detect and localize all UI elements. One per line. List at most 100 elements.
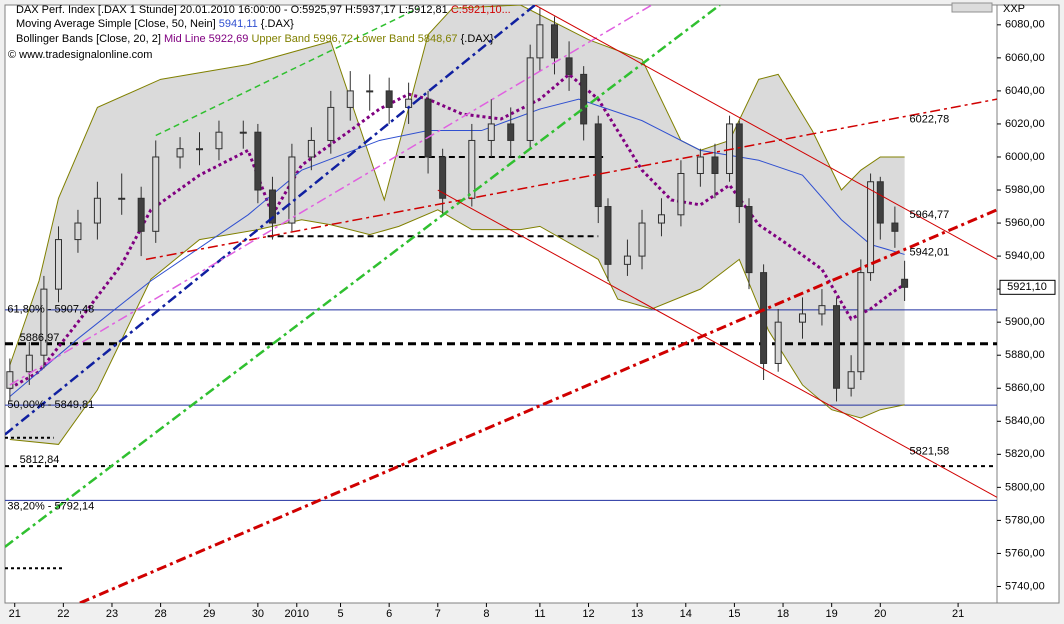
y-tick-label: 5760,00 [1005, 547, 1045, 559]
x-tick-label: 21 [952, 608, 964, 620]
candle-body [638, 222, 646, 257]
indicator-line [9, 5, 905, 366]
candle-body [536, 24, 544, 59]
legend-text: 5941,11 [219, 18, 258, 30]
candle-body [745, 206, 753, 274]
last-price-box [999, 279, 1056, 295]
x-tick-label: 30 [252, 608, 264, 620]
x-tick-label: 28 [154, 608, 166, 620]
y-tick-label: 6060,00 [1005, 52, 1045, 64]
candle-body [901, 278, 909, 288]
candle-body [137, 197, 145, 232]
candle-body [468, 139, 476, 199]
annotation: 5886,97 [20, 332, 60, 344]
candle-body [196, 148, 204, 151]
indicator-line [9, 209, 905, 445]
candle-body [366, 90, 374, 93]
legend-text: Moving Average Simple [Close, 50, Nein] [16, 18, 219, 30]
trend-line [437, 189, 997, 498]
trend-line [155, 7, 419, 137]
candle-body [346, 90, 354, 108]
candle-body [580, 73, 588, 125]
candle-body [40, 288, 48, 356]
candle-body [833, 305, 841, 389]
corner-label: XXP [1003, 3, 1025, 15]
y-tick-label: 5980,00 [1005, 184, 1045, 196]
trend-line [9, 5, 653, 386]
candle-body [760, 272, 768, 364]
candle-body [507, 123, 515, 141]
candle-body [774, 321, 782, 364]
x-tick-label: 6 [386, 608, 392, 620]
x-tick-label: 22 [57, 608, 69, 620]
annotation: 5942,01 [909, 247, 949, 259]
candle-body [268, 189, 276, 224]
annotation: 38,20% - 5792,14 [7, 500, 94, 512]
candle-body [735, 123, 743, 208]
candle-body [677, 172, 685, 216]
y-tick-label: 5740,00 [1005, 580, 1045, 592]
y-tick-label: 6000,00 [1005, 151, 1045, 163]
indicator-line [9, 72, 906, 390]
y-tick-label: 6020,00 [1005, 118, 1045, 130]
legend-text: Bollinger Bands [Close, 20, 2] [16, 33, 164, 45]
trend-line [5, 5, 536, 436]
candle-body [93, 197, 101, 224]
x-tick-label: 8 [483, 608, 489, 620]
title-close: C:5921,10... [451, 4, 511, 16]
band-fill [9, 5, 905, 445]
annotation: 5812,84 [20, 454, 60, 466]
y-tick-label: 5900,00 [1005, 316, 1045, 328]
plot-layer: 61,80% - 5907,48 5886,97 50,00% - 5849,81 5… [5, 5, 997, 603]
candle-body [215, 131, 223, 150]
candle-body [307, 139, 315, 158]
annotation: 6022,78 [909, 113, 949, 125]
candle-body [623, 255, 631, 265]
y-tick-label: 6080,00 [1005, 19, 1045, 31]
x-tick-label: 13 [631, 608, 643, 620]
candle-body [550, 24, 558, 59]
annotation: 61,80% - 5907,48 [7, 304, 94, 316]
candle-body [74, 222, 82, 241]
x-tick-label: 21 [9, 608, 21, 620]
x-tick-label: 23 [106, 608, 118, 620]
trend-line [534, 5, 997, 260]
legend-text: Mid Line 5922,69 [164, 33, 248, 45]
candle-body [152, 156, 160, 232]
chart-title: DAX Perf. Index [.DAX 1 Stunde] 20.01.20… [16, 4, 511, 16]
trend-line [145, 98, 997, 261]
candle-body [891, 222, 899, 232]
indicator-line [9, 98, 905, 397]
y-tick-label: 5840,00 [1005, 415, 1045, 427]
trend-line [79, 208, 997, 603]
annotation: 5964,77 [909, 209, 949, 221]
legend-text: Upper Band 5996,72 Lower Band 5848,67 [248, 33, 457, 45]
x-tick-label: 19 [826, 608, 838, 620]
toolbar-buttons[interactable] [951, 2, 993, 13]
candle-body [594, 123, 602, 208]
candle-body [288, 156, 296, 224]
annotation: 50,00% - 5849,81 [7, 399, 94, 411]
y-tick-label: 5940,00 [1005, 250, 1045, 262]
candle-body [711, 156, 719, 174]
y-axis-area [996, 4, 1060, 604]
legend-entry: Bollinger Bands [Close, 20, 2] Mid Line … [16, 33, 494, 45]
candle-body [239, 131, 247, 134]
x-tick-label: 11 [534, 608, 545, 620]
candle-body [439, 156, 447, 199]
x-tick-label: 5 [337, 608, 343, 620]
y-tick-label: 5800,00 [1005, 481, 1045, 493]
x-tick-label: 14 [680, 608, 692, 620]
candle-body [487, 123, 495, 141]
candle-body [818, 305, 826, 315]
last-price-label: 5921,10 [1007, 281, 1047, 293]
candle-body [798, 313, 806, 323]
candle-body [385, 90, 393, 108]
candle-body [254, 131, 262, 191]
x-tick-label: 7 [435, 608, 441, 620]
copyright: © www.tradesignalonline.com [8, 49, 152, 61]
candle-body [696, 156, 704, 174]
candle-body [867, 181, 875, 274]
